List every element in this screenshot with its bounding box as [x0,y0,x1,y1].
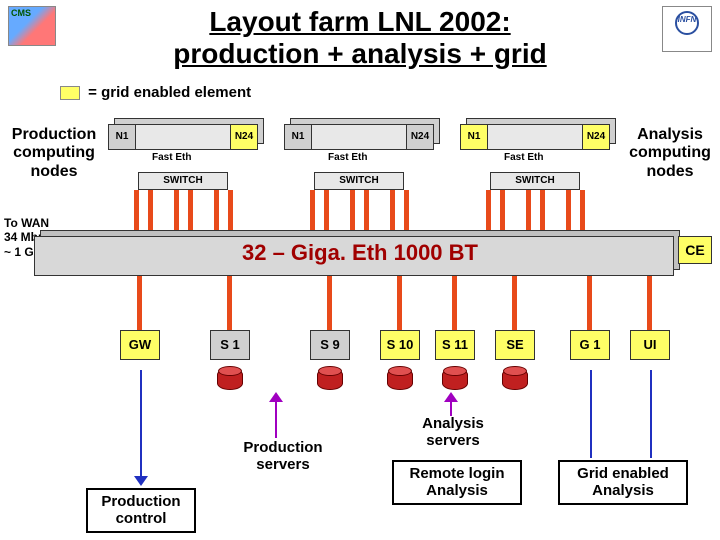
label-remote-login: Remote login Analysis [392,460,522,505]
server-box: SE [495,330,535,360]
connector-line [647,276,652,330]
page-title: Layout farm LNL 2002: production + analy… [0,0,720,70]
label-production-nodes: Production computing nodes [2,126,106,181]
fast-eth-label: Fast Eth [328,152,367,163]
connector-line [452,276,457,330]
node-n24: N24 [406,124,434,150]
node-n1: N1 [460,124,488,150]
legend: = grid enabled element [60,84,251,101]
connector-line [397,276,402,330]
label-analysis-nodes: Analysis computing nodes [624,126,716,181]
disk-icon [387,368,413,390]
disk-icon [442,368,468,390]
switch-box: SWITCH [138,172,228,190]
connector-line [512,276,517,330]
node-n1: N1 [284,124,312,150]
legend-text: = grid enabled element [88,84,251,101]
node-n24: N24 [230,124,258,150]
connector-line [327,276,332,330]
disk-icon [502,368,528,390]
disk-icon [317,368,343,390]
to-wan-l1: To WAN [4,216,85,230]
title-line-2: production + analysis + grid [173,38,546,69]
arrow-prod-ctrl [140,370,142,480]
arrow-prod-srv [275,398,277,438]
title-line-1: Layout farm LNL 2002: [209,6,510,37]
server-box: UI [630,330,670,360]
node-n24: N24 [582,124,610,150]
server-box: S 1 [210,330,250,360]
connector-line [227,276,232,330]
fast-eth-label: Fast Eth [152,152,191,163]
gigaeth-bar: 32 – Giga. Eth 1000 BT [40,230,680,270]
switch-box: SWITCH [314,172,404,190]
ce-box: CE [678,236,712,264]
label-analysis-servers: Analysis servers [398,416,508,449]
server-box: G 1 [570,330,610,360]
server-box: S 10 [380,330,420,360]
gigaeth-text: 32 – Giga. Eth 1000 BT [40,240,680,266]
logo-cms [8,6,56,46]
label-production-control: Production control [86,488,196,533]
label-grid-analysis: Grid enabled Analysis [558,460,688,505]
connector-line [587,276,592,330]
legend-swatch [60,86,80,100]
label-production-servers: Production servers [228,440,338,473]
fast-eth-label: Fast Eth [504,152,543,163]
node-n1: N1 [108,124,136,150]
arrowhead-icon [444,392,458,402]
server-box: GW [120,330,160,360]
arrow-grid-g1 [590,370,592,458]
disk-icon [217,368,243,390]
logo-infn [662,6,712,52]
arrowhead-icon [134,476,148,486]
arrow-grid-ui [650,370,652,458]
arrowhead-icon [269,392,283,402]
switch-box: SWITCH [490,172,580,190]
server-box: S 11 [435,330,475,360]
connector-line [137,276,142,330]
server-box: S 9 [310,330,350,360]
